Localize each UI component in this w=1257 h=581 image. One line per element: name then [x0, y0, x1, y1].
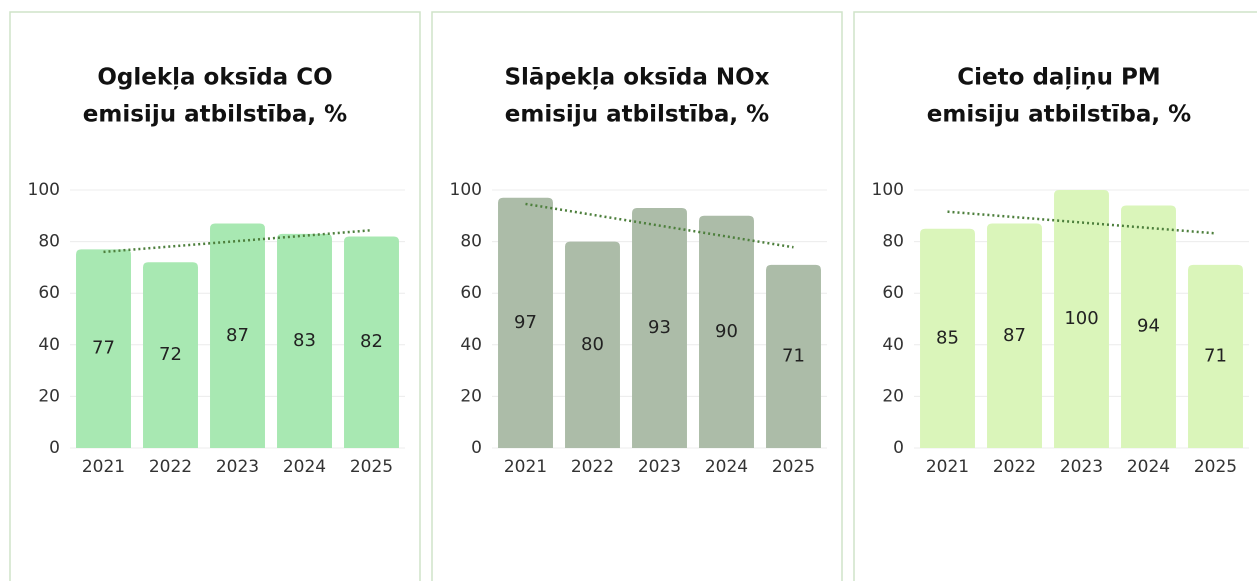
bar: [987, 223, 1042, 448]
bar: [1188, 264, 1243, 448]
y-tick-label: 40: [38, 335, 60, 355]
bar: [920, 228, 975, 448]
x-tick-label: 2023: [216, 457, 259, 477]
data-label: 87: [226, 325, 249, 346]
data-label: 87: [1003, 325, 1026, 346]
y-tick-label: 60: [882, 283, 904, 303]
bar: [277, 233, 332, 448]
y-tick-label: 60: [460, 283, 482, 303]
data-label: 82: [360, 331, 383, 352]
x-tick-label: 2021: [926, 457, 969, 477]
chart-title: Oglekļa oksīda CO: [97, 65, 332, 91]
y-tick-label: 40: [460, 335, 482, 355]
data-label: 94: [1137, 316, 1160, 337]
x-tick-label: 2023: [1060, 457, 1103, 477]
y-tick-label: 0: [471, 438, 482, 458]
x-tick-label: 2025: [1194, 457, 1237, 477]
bar: [632, 208, 687, 448]
y-tick-label: 100: [28, 180, 60, 200]
bar: [210, 223, 265, 448]
y-tick-label: 80: [38, 232, 60, 252]
chart-title: emisiju atbilstība, %: [927, 102, 1191, 128]
data-label: 83: [293, 330, 316, 351]
data-label: 72: [159, 344, 182, 365]
y-tick-label: 0: [893, 438, 904, 458]
y-tick-label: 20: [38, 386, 60, 406]
bar: [699, 215, 754, 448]
x-tick-label: 2023: [638, 457, 681, 477]
data-label: 80: [581, 334, 604, 355]
data-label: 100: [1064, 308, 1098, 329]
data-label: 71: [1204, 345, 1227, 366]
x-tick-label: 2022: [571, 457, 614, 477]
x-tick-label: 2022: [149, 457, 192, 477]
chart-title: emisiju atbilstība, %: [83, 102, 347, 128]
y-tick-label: 40: [882, 335, 904, 355]
y-tick-label: 100: [872, 180, 904, 200]
y-tick-label: 80: [882, 232, 904, 252]
data-label: 71: [782, 345, 805, 366]
chart-title: Slāpekļa oksīda NOx: [504, 65, 769, 91]
x-tick-label: 2021: [504, 457, 547, 477]
y-tick-label: 20: [460, 386, 482, 406]
data-label: 93: [648, 317, 671, 338]
data-label: 97: [514, 312, 537, 333]
data-label: 85: [936, 327, 959, 348]
bar: [565, 241, 620, 448]
bar: [1054, 190, 1109, 448]
x-tick-label: 2021: [82, 457, 125, 477]
data-label: 77: [92, 338, 115, 359]
chart-title: emisiju atbilstība, %: [505, 102, 769, 128]
bar: [76, 249, 131, 448]
bar: [1121, 205, 1176, 448]
y-tick-label: 20: [882, 386, 904, 406]
y-tick-label: 60: [38, 283, 60, 303]
y-tick-label: 0: [49, 438, 60, 458]
x-tick-label: 2025: [772, 457, 815, 477]
bar: [344, 236, 399, 448]
x-tick-label: 2022: [993, 457, 1036, 477]
bar: [766, 264, 821, 448]
x-tick-label: 2024: [1127, 457, 1170, 477]
x-tick-label: 2025: [350, 457, 393, 477]
y-tick-label: 100: [450, 180, 482, 200]
chart-title: Cieto daļiņu PM: [957, 65, 1160, 91]
x-tick-label: 2024: [705, 457, 748, 477]
y-tick-label: 80: [460, 232, 482, 252]
trendline: [525, 202, 794, 249]
bar: [143, 262, 198, 448]
data-label: 90: [715, 321, 738, 342]
bar: [498, 197, 553, 448]
x-tick-label: 2024: [283, 457, 326, 477]
